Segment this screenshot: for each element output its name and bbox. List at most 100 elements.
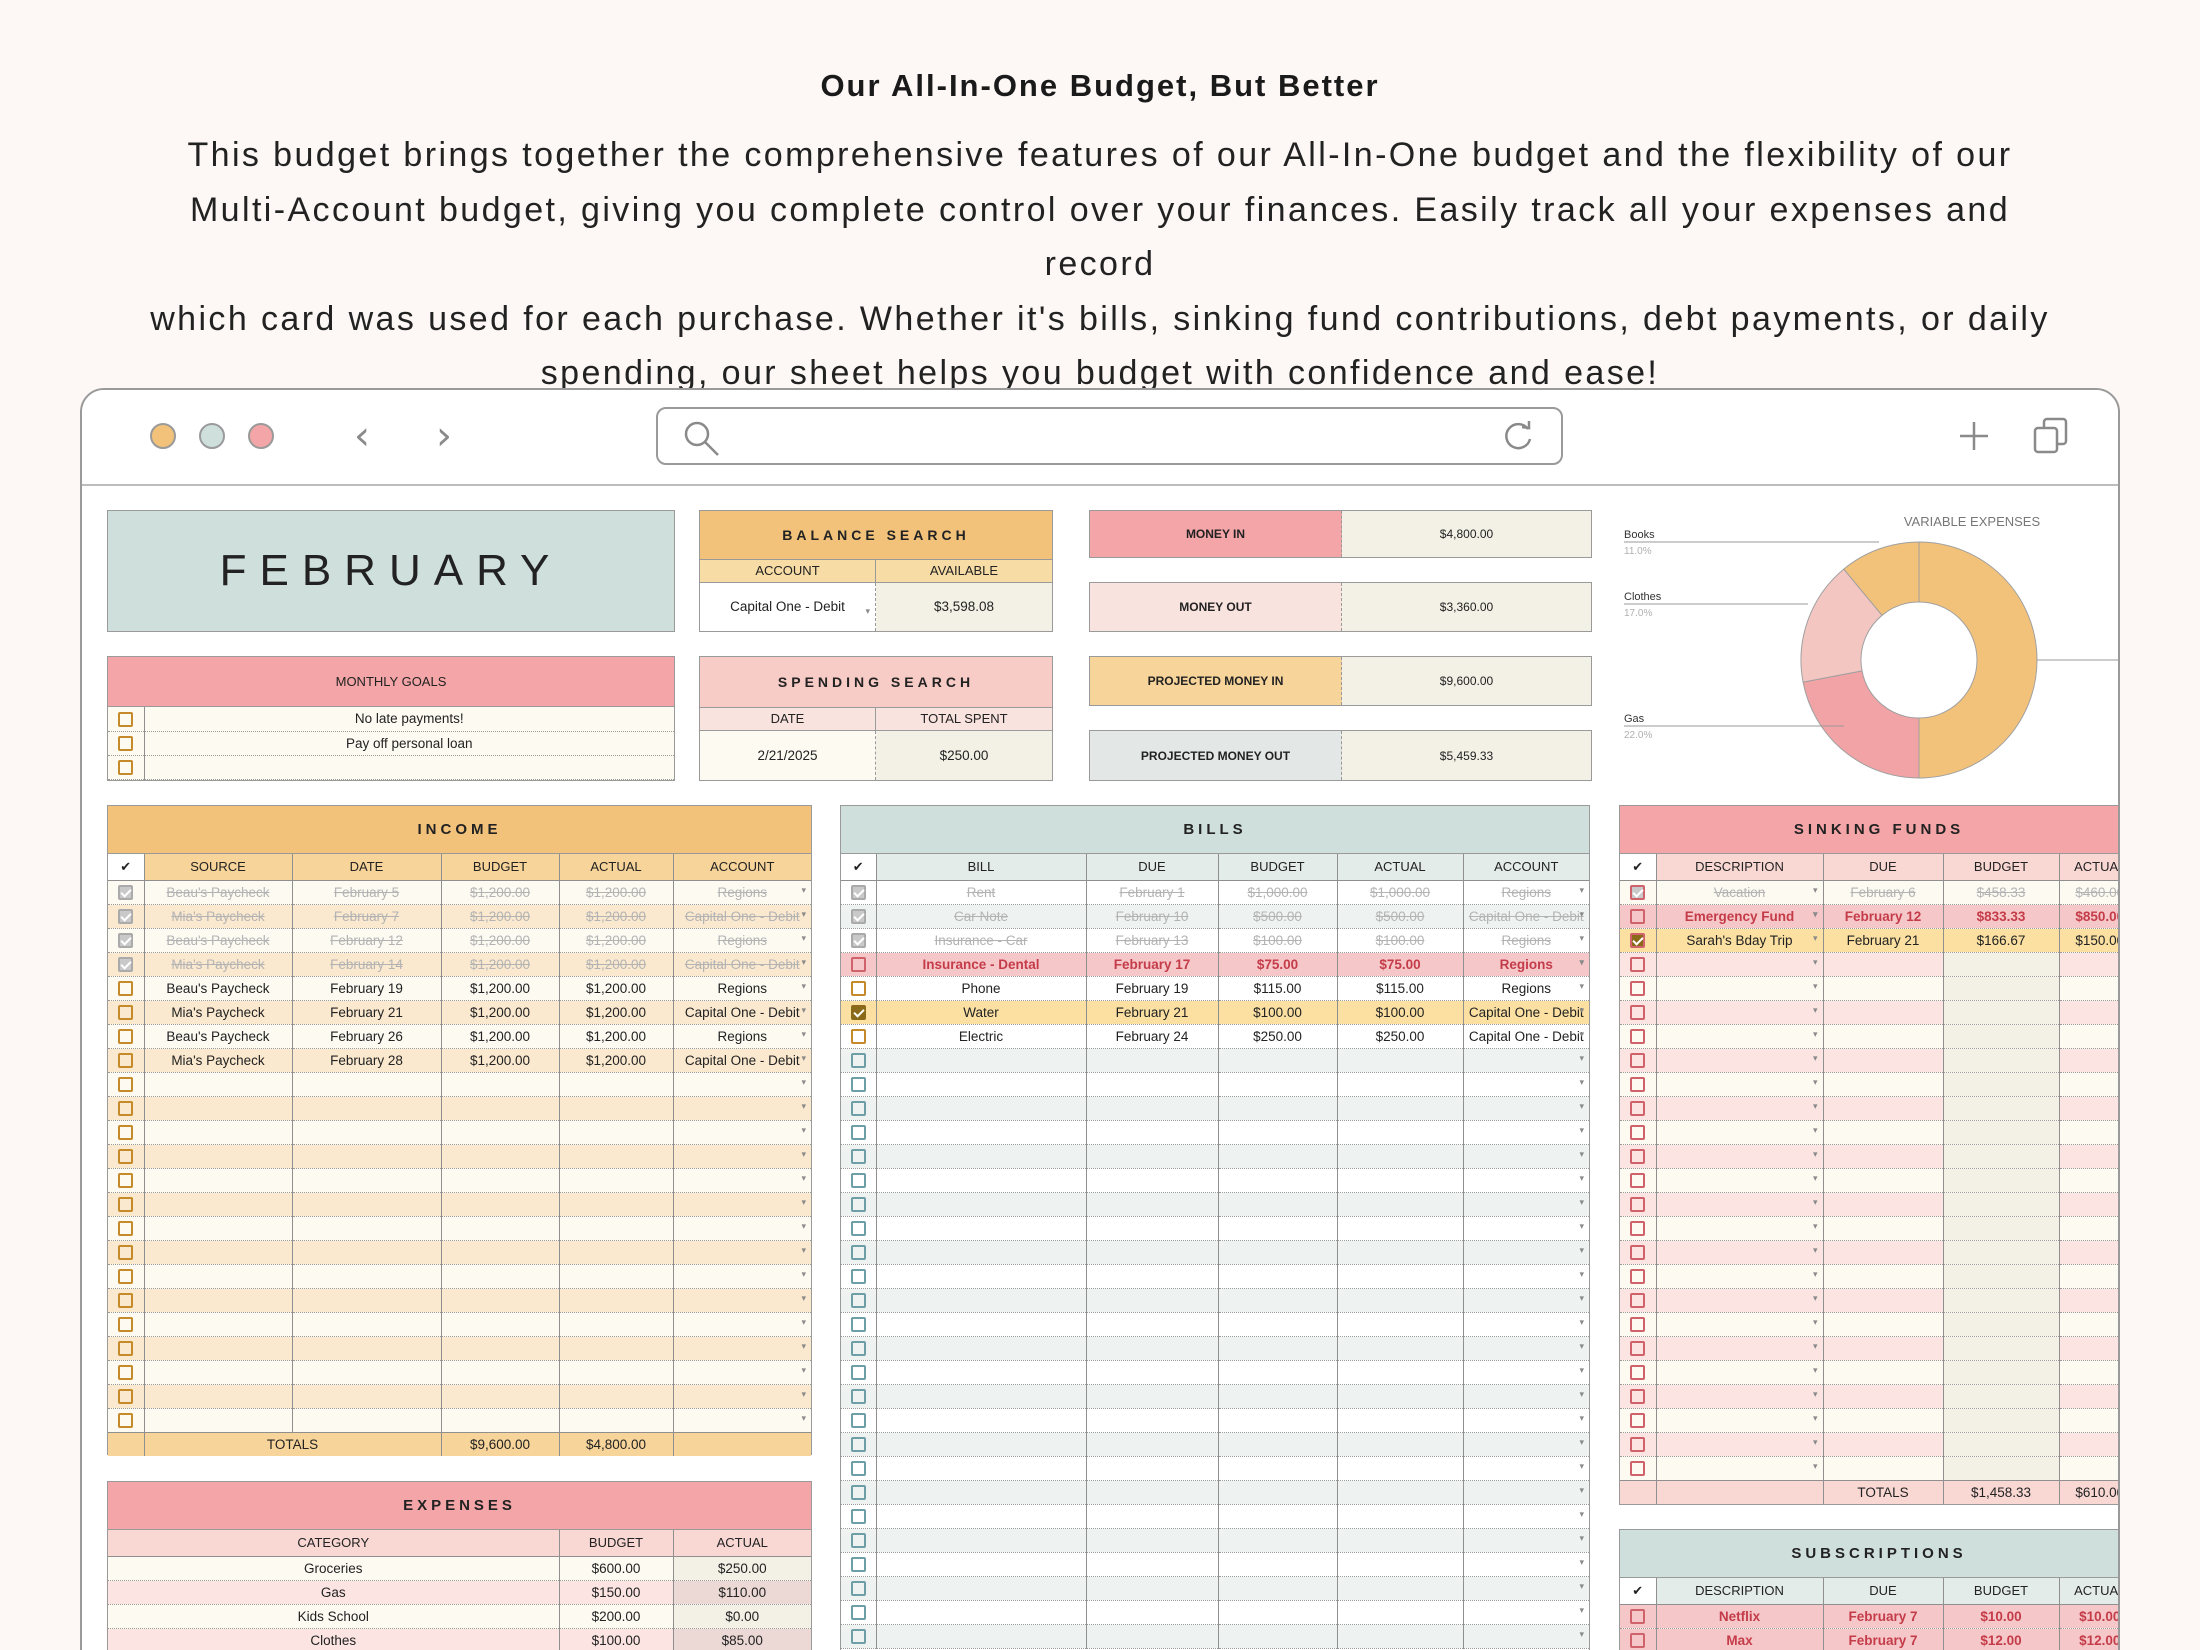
- checkbox[interactable]: [118, 1100, 134, 1116]
- empty-cell[interactable]: [1943, 1408, 2060, 1433]
- empty-cell[interactable]: [441, 1216, 560, 1241]
- bill-row-account[interactable]: Capital One - Debit: [1463, 1024, 1589, 1049]
- address-bar[interactable]: [656, 407, 1563, 465]
- empty-cell[interactable]: [1337, 1528, 1464, 1553]
- row-checkbox-cell[interactable]: [1620, 1604, 1657, 1629]
- row-checkbox-cell[interactable]: [108, 1384, 145, 1409]
- empty-cell[interactable]: [1656, 1072, 1824, 1097]
- empty-cell[interactable]: [144, 1144, 293, 1169]
- empty-cell[interactable]: [2059, 1312, 2118, 1337]
- checkbox[interactable]: [850, 1556, 866, 1572]
- row-checkbox-cell[interactable]: [1620, 1432, 1657, 1457]
- empty-cell[interactable]: [1463, 1312, 1589, 1337]
- empty-cell[interactable]: [2059, 1240, 2118, 1265]
- empty-cell[interactable]: [1823, 1360, 1944, 1385]
- empty-cell[interactable]: [1086, 1456, 1219, 1481]
- row-checkbox-cell[interactable]: [841, 1528, 877, 1553]
- checkbox[interactable]: [1630, 1148, 1646, 1164]
- empty-cell[interactable]: [1337, 1552, 1464, 1577]
- empty-cell[interactable]: [1463, 1384, 1589, 1409]
- empty-cell[interactable]: [1656, 1360, 1824, 1385]
- checkbox[interactable]: [118, 980, 134, 996]
- empty-cell[interactable]: [1656, 952, 1824, 977]
- empty-cell[interactable]: [1218, 1336, 1338, 1361]
- empty-cell[interactable]: [1337, 1120, 1464, 1145]
- empty-cell[interactable]: [1823, 1072, 1944, 1097]
- row-checkbox-cell[interactable]: [1620, 1024, 1657, 1049]
- empty-cell[interactable]: [1337, 1624, 1464, 1649]
- row-checkbox-cell[interactable]: [841, 1072, 877, 1097]
- checkbox[interactable]: [1630, 1052, 1646, 1068]
- empty-cell[interactable]: [673, 1072, 811, 1097]
- row-checkbox-cell[interactable]: [108, 1096, 145, 1121]
- income-row-account[interactable]: Capital One - Debit: [673, 904, 811, 929]
- sinking-row-desc[interactable]: Sarah's Bday Trip: [1656, 928, 1824, 953]
- checkbox[interactable]: [1630, 908, 1646, 924]
- empty-cell[interactable]: [144, 1264, 293, 1289]
- empty-cell[interactable]: [876, 1264, 1087, 1289]
- checkbox[interactable]: [118, 1004, 134, 1020]
- empty-cell[interactable]: [1086, 1336, 1219, 1361]
- empty-cell[interactable]: [2059, 1336, 2118, 1361]
- empty-cell[interactable]: [1823, 1288, 1944, 1313]
- empty-cell[interactable]: [876, 1336, 1087, 1361]
- empty-cell[interactable]: [1943, 1264, 2060, 1289]
- checkbox[interactable]: [850, 1364, 866, 1380]
- empty-cell[interactable]: [1943, 1360, 2060, 1385]
- empty-cell[interactable]: [1656, 1432, 1824, 1457]
- empty-cell[interactable]: [1943, 1336, 2060, 1361]
- checkbox[interactable]: [118, 1244, 134, 1260]
- checkbox[interactable]: [118, 884, 134, 900]
- checkbox[interactable]: [1630, 1316, 1646, 1332]
- empty-cell[interactable]: [1218, 1624, 1338, 1649]
- empty-cell[interactable]: [292, 1216, 442, 1241]
- empty-cell[interactable]: [144, 1072, 293, 1097]
- empty-cell[interactable]: [441, 1192, 560, 1217]
- empty-cell[interactable]: [292, 1240, 442, 1265]
- empty-cell[interactable]: [1823, 1192, 1944, 1217]
- bill-row-account[interactable]: Regions: [1463, 952, 1589, 977]
- checkbox[interactable]: [118, 1412, 134, 1428]
- empty-cell[interactable]: [1823, 1024, 1944, 1049]
- row-checkbox-cell[interactable]: [841, 1456, 877, 1481]
- empty-cell[interactable]: [1086, 1144, 1219, 1169]
- row-checkbox-cell[interactable]: [1620, 1240, 1657, 1265]
- empty-cell[interactable]: [2059, 1216, 2118, 1241]
- empty-cell[interactable]: [1086, 1408, 1219, 1433]
- checkbox[interactable]: [850, 1508, 866, 1524]
- empty-cell[interactable]: [876, 1240, 1087, 1265]
- row-checkbox-cell[interactable]: [1620, 952, 1657, 977]
- empty-cell[interactable]: [1943, 1120, 2060, 1145]
- row-checkbox-cell[interactable]: [1620, 1216, 1657, 1241]
- empty-cell[interactable]: [1218, 1600, 1338, 1625]
- row-checkbox-cell[interactable]: [841, 1552, 877, 1577]
- checkbox[interactable]: [118, 1028, 134, 1044]
- empty-cell[interactable]: [1086, 1072, 1219, 1097]
- row-checkbox-cell[interactable]: [841, 952, 877, 977]
- empty-cell[interactable]: [876, 1312, 1087, 1337]
- row-checkbox-cell[interactable]: [841, 1480, 877, 1505]
- empty-cell[interactable]: [1218, 1192, 1338, 1217]
- empty-cell[interactable]: [1823, 1240, 1944, 1265]
- checkbox[interactable]: [118, 1172, 134, 1188]
- checkbox[interactable]: [1630, 1268, 1646, 1284]
- row-checkbox-cell[interactable]: [108, 1000, 145, 1025]
- row-checkbox-cell[interactable]: [841, 1288, 877, 1313]
- empty-cell[interactable]: [1943, 976, 2060, 1001]
- empty-cell[interactable]: [1463, 1576, 1589, 1601]
- empty-cell[interactable]: [1823, 1456, 1944, 1481]
- empty-cell[interactable]: [1943, 1288, 2060, 1313]
- back-arrow-icon[interactable]: ‹: [354, 413, 370, 459]
- checkbox[interactable]: [850, 1604, 866, 1620]
- row-checkbox-cell[interactable]: [841, 1024, 877, 1049]
- row-checkbox-cell[interactable]: [841, 1384, 877, 1409]
- checkbox[interactable]: [850, 1292, 866, 1308]
- row-checkbox-cell[interactable]: [841, 1432, 877, 1457]
- empty-cell[interactable]: [2059, 1456, 2118, 1481]
- empty-cell[interactable]: [1337, 1480, 1464, 1505]
- expense-budget[interactable]: $200.00: [559, 1604, 674, 1629]
- empty-cell[interactable]: [1943, 1432, 2060, 1457]
- empty-cell[interactable]: [1086, 1600, 1219, 1625]
- empty-cell[interactable]: [144, 1336, 293, 1361]
- empty-cell[interactable]: [1086, 1360, 1219, 1385]
